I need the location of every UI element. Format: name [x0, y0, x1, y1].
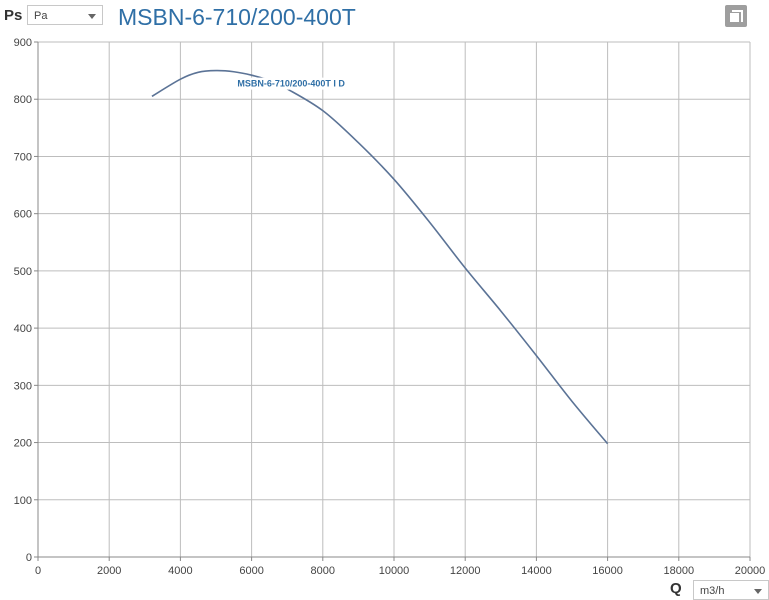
y-tick-label: 800 — [14, 94, 32, 106]
y-tick-label: 600 — [14, 209, 32, 221]
x-tick-label: 10000 — [379, 565, 410, 577]
chevron-down-icon — [88, 14, 96, 19]
chart-grid — [38, 41, 751, 557]
flow-unit-select[interactable]: m3/h — [693, 580, 769, 600]
chevron-down-icon — [754, 589, 762, 594]
y-tick-label: 300 — [14, 380, 32, 392]
x-tick-label: 12000 — [450, 565, 481, 577]
x-tick-label: 14000 — [521, 565, 552, 577]
pressure-unit-value: Pa — [34, 10, 48, 22]
series-label: MSBN-6-710/200-400T I D — [237, 79, 345, 89]
y-tick-label: 700 — [14, 151, 32, 163]
y-tick-label: 200 — [14, 438, 32, 450]
x-tick-label: 0 — [35, 565, 41, 577]
x-tick-label: 2000 — [97, 565, 121, 577]
series-label-background — [233, 77, 342, 90]
series-line — [151, 69, 609, 445]
y-axis-label: Ps — [4, 7, 23, 24]
x-tick-label: 8000 — [311, 565, 335, 577]
chart-title: MSBN-6-710/200-400T — [118, 4, 356, 30]
x-tick-label: 4000 — [168, 565, 192, 577]
copy-icon — [732, 10, 743, 22]
x-tick-label: 20000 — [735, 565, 766, 577]
y-tick-label: 400 — [14, 323, 32, 335]
x-axis-label: Q — [670, 580, 682, 597]
chart-series: MSBN-6-710/200-400T I D — [151, 69, 609, 445]
x-tick-label: 16000 — [592, 565, 623, 577]
y-tick-label: 500 — [14, 266, 32, 278]
pressure-unit-select[interactable]: Pa — [27, 5, 103, 25]
chart-ticks: 0 2000 4000 6000 8000 10000 12000 14000 16000 180… — [14, 37, 766, 577]
copy-button[interactable] — [725, 5, 747, 27]
x-tick-label: 18000 — [664, 565, 695, 577]
y-tick-label: 100 — [14, 495, 32, 507]
flow-unit-value: m3/h — [700, 585, 725, 597]
y-tick-label: 0 — [26, 552, 32, 564]
y-tick-label: 900 — [14, 37, 32, 49]
x-tick-label: 6000 — [239, 565, 263, 577]
